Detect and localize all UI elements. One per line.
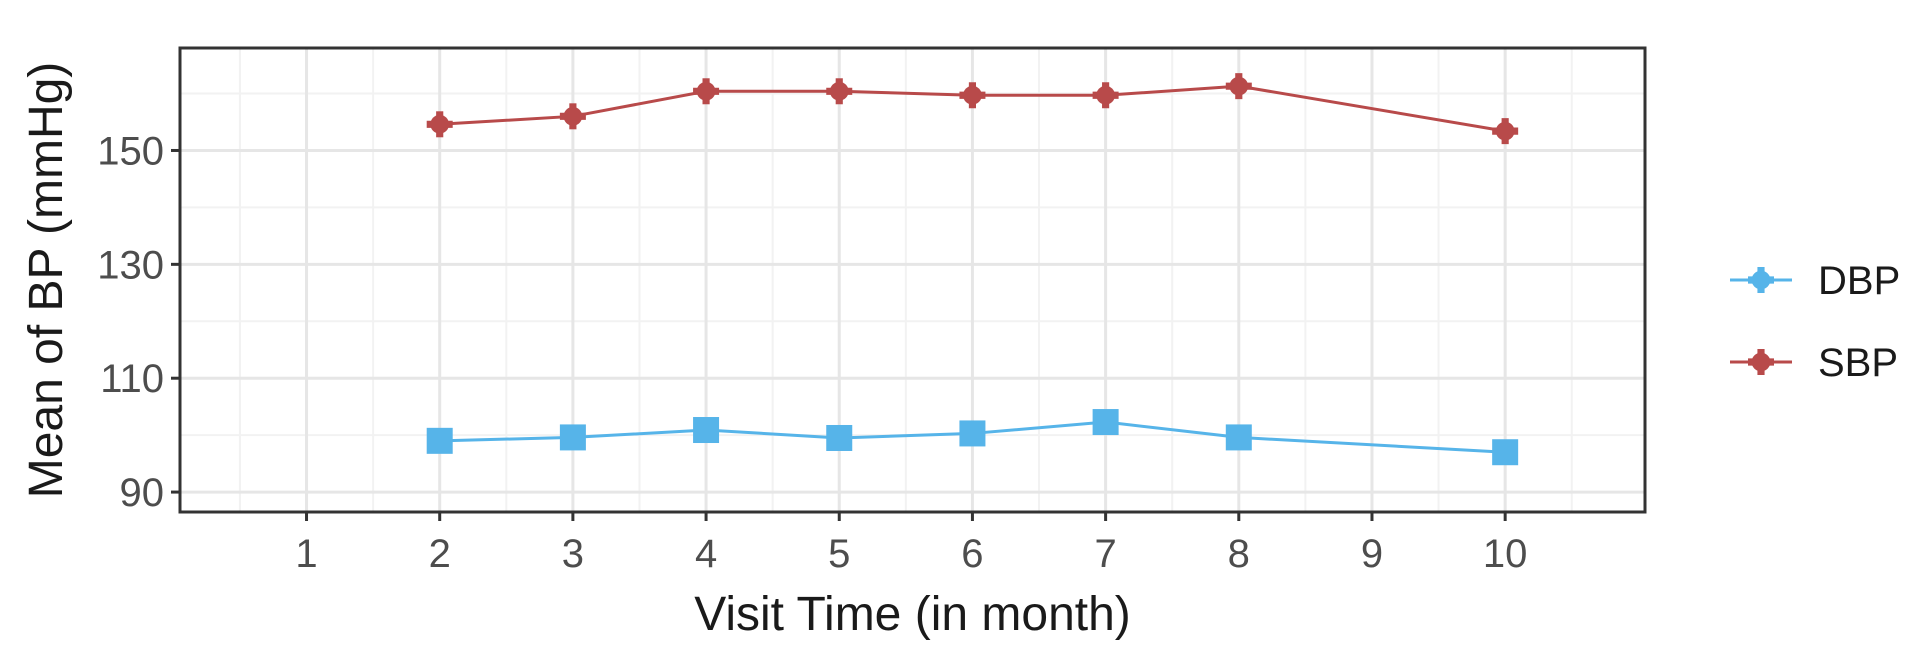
sbp-line (439, 84, 1506, 133)
dbp-point (959, 420, 986, 447)
sbp-point (1225, 73, 1252, 100)
y-axis: 90 110 130 150 (97, 129, 180, 515)
x-axis: 1 2 3 4 5 6 7 8 9 10 (295, 512, 1527, 576)
dbp-point (426, 427, 453, 454)
dbp-point (1492, 439, 1519, 466)
dbp-point (559, 424, 586, 451)
x-axis-title: Visit Time (in month) (694, 588, 1131, 641)
plot-panel (178, 46, 1647, 514)
x-tick-label: 4 (695, 532, 717, 576)
sbp-point (1092, 82, 1119, 109)
dbp-point (1092, 409, 1119, 436)
x-tick-label: 8 (1228, 532, 1250, 576)
series-dbp (426, 409, 1519, 466)
x-tick-label: 2 (429, 532, 451, 576)
sbp-point (693, 78, 720, 105)
x-tick-label: 5 (828, 532, 850, 576)
x-tick-label: 3 (562, 532, 584, 576)
dbp-point (826, 424, 853, 451)
x-tick-label: 6 (961, 532, 983, 576)
x-tick-label: 1 (295, 532, 317, 576)
dbp-line (439, 420, 1506, 454)
legend-item-dbp: DBP (1730, 259, 1900, 303)
legend-key-marker (1748, 267, 1774, 293)
series-layer (426, 73, 1519, 466)
y-tick-label: 90 (120, 471, 165, 515)
legend-item-sbp: SBP (1730, 341, 1898, 385)
x-tick-label: 7 (1094, 532, 1116, 576)
sbp-point (559, 103, 586, 130)
y-axis-title: Mean of BP (mmHg) (20, 62, 73, 499)
dbp-point (1225, 424, 1252, 451)
legend-label-sbp: SBP (1818, 341, 1898, 385)
x-tick-label: 10 (1483, 532, 1528, 576)
dbp-point (693, 417, 720, 444)
sbp-point (426, 111, 453, 138)
y-tick-label: 130 (97, 243, 164, 287)
sbp-point (959, 82, 986, 109)
sbp-point (1492, 118, 1519, 145)
legend-key-marker (1748, 349, 1774, 375)
legend-label-dbp: DBP (1818, 259, 1900, 303)
y-tick-label: 150 (97, 129, 164, 173)
y-tick-label: 110 (100, 357, 164, 401)
x-tick-label: 9 (1361, 532, 1383, 576)
panel-border (178, 46, 1647, 514)
series-sbp (426, 73, 1519, 145)
legend: DBP SBP (1730, 259, 1900, 385)
sbp-point (826, 78, 853, 105)
